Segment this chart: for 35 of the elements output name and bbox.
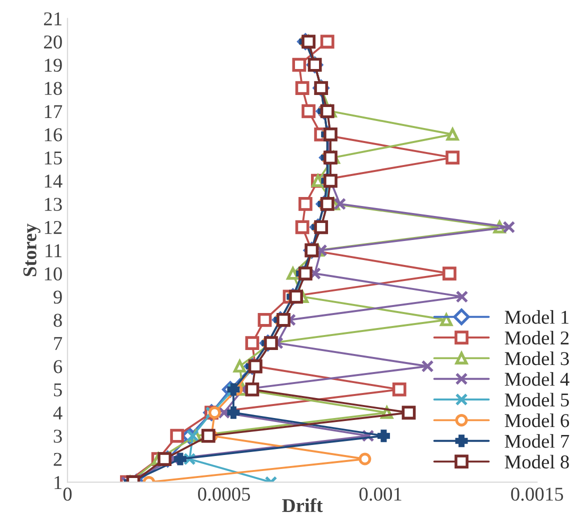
y-tick-label: 9: [54, 290, 62, 304]
y-tick-label: 13: [44, 198, 62, 211]
x-tick-label: 0.0015: [511, 488, 564, 501]
y-tick-label: 15: [44, 151, 62, 165]
y-tick-label: 19: [44, 58, 62, 72]
legend-label: Model 4: [504, 372, 570, 386]
y-tick-label: 16: [44, 128, 62, 142]
y-tick-label: 20: [44, 35, 62, 49]
y-tick-label: 4: [53, 406, 62, 420]
y-tick-label: 18: [44, 82, 62, 95]
y-tick-label: 10: [44, 267, 62, 280]
y-tick-label: 12: [44, 221, 62, 234]
y-tick-label: 2: [54, 452, 62, 466]
x-axis-title: Drift: [282, 498, 323, 512]
y-tick-label: 1: [54, 476, 62, 489]
legend-label: Model 2: [504, 330, 569, 345]
y-tick-label: 8: [54, 314, 62, 327]
y-tick-label: 17: [44, 105, 62, 118]
legend-label: Model 3: [504, 352, 569, 366]
x-tick-label: 0.001: [359, 488, 402, 501]
y-tick-label: 6: [54, 360, 62, 374]
legend-label: Model 6: [504, 414, 570, 428]
y-tick-label: 11: [46, 244, 62, 258]
legend-label: Model 8: [504, 454, 569, 469]
y-tick-label: 21: [44, 12, 62, 26]
x-tick-label: 0.0005: [198, 488, 250, 501]
y-tick-label: 14: [44, 174, 62, 188]
x-tick-label: 0: [63, 488, 72, 501]
y-tick-label: 5: [54, 383, 62, 396]
y-tick-label: 7: [54, 337, 62, 350]
y-axis-title: Storey: [23, 224, 40, 276]
legend-label: Model 7: [504, 434, 570, 448]
legend-label: Model 1: [504, 310, 568, 324]
y-tick-label: 3: [54, 430, 62, 443]
legend-label: Model 5: [504, 392, 569, 407]
